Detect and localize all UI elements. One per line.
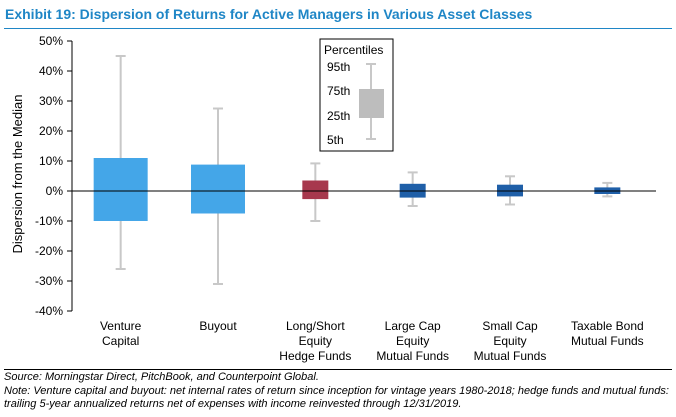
legend-label-95th: 95th: [327, 60, 350, 74]
y-tick-label: 20%: [39, 124, 63, 138]
x-category-label: Hedge Funds: [279, 349, 351, 363]
source-note: Source: Morningstar Direct, PitchBook, a…: [4, 371, 319, 383]
y-tick-label: 10%: [39, 154, 63, 168]
y-axis-title: Dispersion from the Median: [10, 95, 25, 254]
exhibit-title: Exhibit 19: Dispersion of Returns for Ac…: [5, 6, 533, 22]
x-category-label: Venture: [100, 319, 142, 333]
legend-label-5th: 5th: [327, 133, 344, 147]
x-category-label: Mutual Funds: [571, 334, 644, 348]
x-category-label: Equity: [493, 334, 526, 348]
footer-rule: [4, 369, 672, 370]
iqr-box: [191, 164, 245, 214]
footnote: Note: Venture capital and buyout: net in…: [4, 385, 669, 410]
title-rule: [4, 28, 672, 29]
y-tick-label: 0%: [46, 184, 64, 198]
iqr-box: [302, 180, 329, 200]
x-category-label: Mutual Funds: [376, 349, 449, 363]
x-category-label: Equity: [396, 334, 429, 348]
y-tick-label: 40%: [39, 64, 63, 78]
y-tick-label: 30%: [39, 94, 63, 108]
chart-axes: -40% -30% -20% -10% 0% 10% 20% 30% 40% 50%: [35, 34, 73, 318]
iqr-box: [93, 158, 148, 221]
y-tick-label: -10%: [35, 214, 63, 228]
y-tick-label: -20%: [35, 244, 63, 258]
y-tick-label: -30%: [35, 274, 63, 288]
x-category-label: Buyout: [199, 319, 237, 333]
legend-title: Percentiles: [324, 43, 383, 57]
y-tick-label: 50%: [39, 34, 63, 48]
legend-label-25th: 25th: [327, 109, 350, 123]
chart-marks: [72, 55, 656, 285]
legend-box: [359, 89, 384, 118]
legend-label-75th: 75th: [327, 84, 350, 98]
x-category-label: Mutual Funds: [474, 349, 547, 363]
x-category-label: Large Cap: [385, 319, 441, 333]
x-category-label: Capital: [102, 334, 139, 348]
x-category-label: Long/Short: [286, 319, 345, 333]
x-category-label: Small Cap: [482, 319, 538, 333]
x-category-label: Equity: [299, 334, 332, 348]
y-tick-label: -40%: [35, 304, 63, 318]
x-category-label: Taxable Bond: [571, 319, 644, 333]
legend: Percentiles 95th 75th 25th 5th: [319, 38, 394, 152]
